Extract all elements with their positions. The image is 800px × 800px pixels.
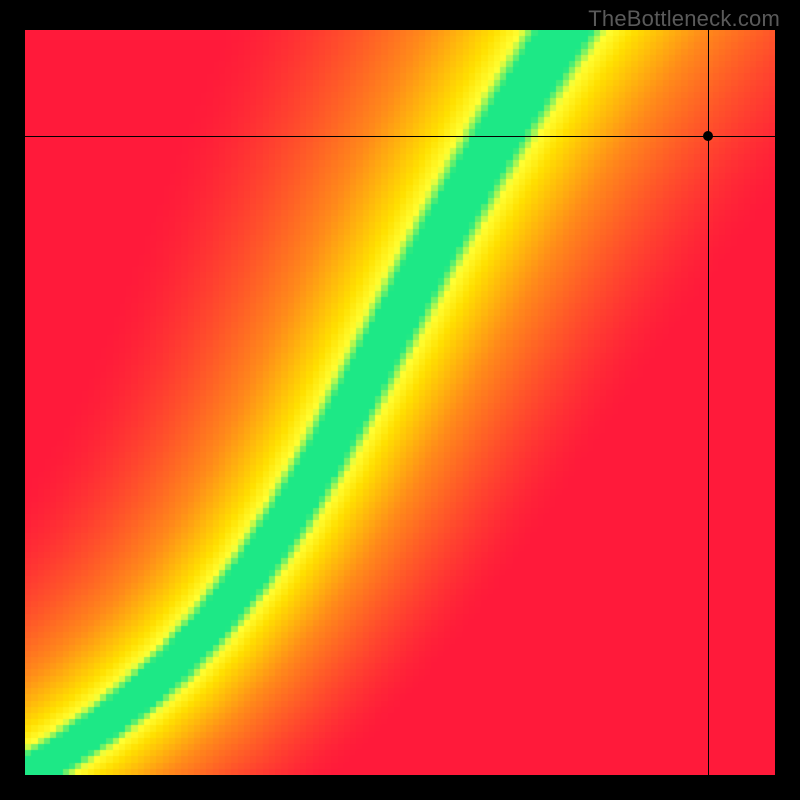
crosshair-dot [703,131,713,141]
heatmap-canvas [25,30,775,775]
heatmap-plot [25,30,775,775]
watermark-text: TheBottleneck.com [588,6,780,32]
chart-container: TheBottleneck.com [0,0,800,800]
crosshair-vertical [708,30,709,775]
crosshair-horizontal [25,136,775,137]
